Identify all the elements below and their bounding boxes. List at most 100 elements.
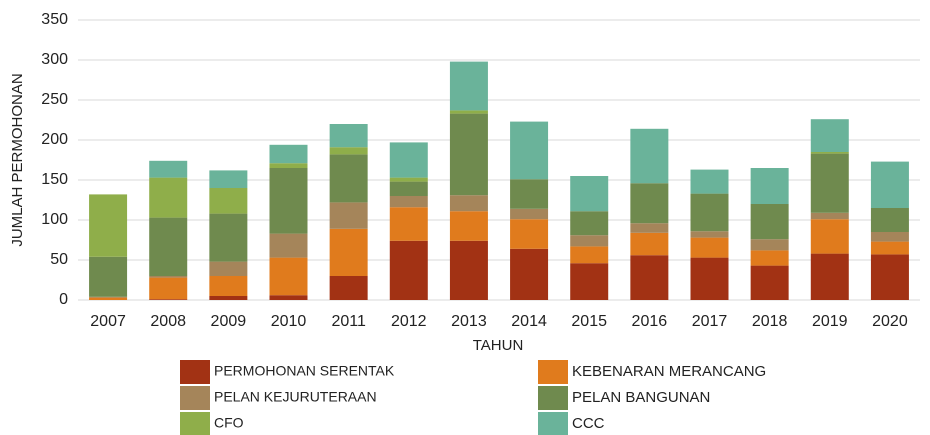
legend-swatch <box>538 412 568 435</box>
bar-segment <box>149 217 188 276</box>
bar-segment <box>510 208 549 220</box>
bar-segment <box>389 181 428 196</box>
bar-segment <box>750 168 789 204</box>
bar-segment <box>449 240 488 300</box>
legend-label: CFO <box>214 415 244 431</box>
bar-segment <box>570 246 609 264</box>
legend-label: PELAN KEJURUTERAAN <box>214 389 377 405</box>
bar-segment <box>870 254 909 300</box>
bar-segment <box>870 161 909 208</box>
bar-segment <box>389 207 428 241</box>
bar-segment <box>630 232 669 256</box>
x-tick-label: 2014 <box>511 313 547 330</box>
bar-segment <box>570 263 609 300</box>
bar-segment <box>810 119 849 152</box>
y-tick-label: 100 <box>41 211 68 228</box>
legend-label: KEBENARAN MERANCANG <box>572 363 766 380</box>
x-tick-label: 2012 <box>391 313 427 330</box>
bar-segment <box>209 261 248 276</box>
bar-segment <box>870 208 909 232</box>
bar-segment <box>329 154 368 203</box>
y-tick-label: 300 <box>41 51 68 68</box>
y-tick-label: 200 <box>41 131 68 148</box>
bar-segment <box>510 219 549 249</box>
bar-segment <box>269 168 308 234</box>
bar-segment <box>209 170 248 188</box>
bar-segment <box>810 212 849 220</box>
bar-segment <box>149 277 188 300</box>
bar-segment <box>389 240 428 300</box>
x-tick-label: 2013 <box>451 313 487 330</box>
bar-segment <box>89 194 128 257</box>
bar-segment <box>690 169 729 194</box>
y-tick-label: 350 <box>41 11 68 28</box>
legend-swatch <box>180 360 210 384</box>
bar-segment <box>570 235 609 247</box>
bar-segment <box>630 223 669 233</box>
bar-segment <box>209 213 248 262</box>
y-tick-label: 150 <box>41 171 68 188</box>
x-axis-title: TAHUN <box>473 337 524 354</box>
x-tick-label: 2017 <box>692 313 728 330</box>
bar-segment <box>89 296 128 298</box>
bar-segment <box>329 124 368 148</box>
bar-segment <box>750 265 789 300</box>
bar-segment <box>449 61 488 111</box>
y-axis-title: JUMLAH PERMOHONAN <box>9 73 26 246</box>
bar-segment <box>329 276 368 300</box>
bar-segment <box>510 248 549 300</box>
bar-segment <box>690 193 729 232</box>
bar-segment <box>750 239 789 251</box>
bar-segment <box>389 177 428 182</box>
y-tick-label: 50 <box>50 251 68 268</box>
bar-segment <box>570 211 609 236</box>
bar-segment <box>810 152 849 154</box>
bar-segment <box>149 299 188 300</box>
bar-segment <box>630 255 669 300</box>
bar-segment <box>389 196 428 208</box>
bar-segment <box>269 257 308 296</box>
bar-segment <box>570 176 609 212</box>
bar-segment <box>269 144 308 164</box>
bar-segment <box>449 211 488 241</box>
bar-segment <box>89 297 128 300</box>
y-tick-label: 0 <box>59 291 68 308</box>
bar-segment <box>329 228 368 276</box>
x-tick-label: 2010 <box>271 313 307 330</box>
bar-segment <box>630 128 669 184</box>
bar-segment <box>269 233 308 258</box>
x-tick-label: 2019 <box>812 313 848 330</box>
bar-segment <box>630 183 669 224</box>
bar-segment <box>510 121 549 180</box>
x-tick-label: 2018 <box>752 313 788 330</box>
bar-segment <box>329 202 368 229</box>
x-tick-label: 2016 <box>632 313 668 330</box>
x-tick-label: 2008 <box>150 313 186 330</box>
bar-segment <box>810 219 849 254</box>
legend-label: PERMOHONAN SERENTAK <box>214 363 395 379</box>
bar-segment <box>690 237 729 258</box>
bar-segment <box>449 110 488 114</box>
bar-segment <box>269 295 308 300</box>
bar-segment <box>510 179 549 209</box>
legend-swatch <box>538 360 568 384</box>
bar-segment <box>750 250 789 266</box>
legend-swatch <box>180 412 210 435</box>
bar-segment <box>209 296 248 300</box>
bar-segment <box>269 163 308 168</box>
bar-segment <box>149 160 188 178</box>
legend-swatch <box>538 386 568 410</box>
legend-label: PELAN BANGUNAN <box>572 389 710 406</box>
x-tick-label: 2015 <box>571 313 607 330</box>
bar-segment <box>209 276 248 296</box>
bar-segment <box>750 204 789 240</box>
bar-segment <box>810 153 849 213</box>
bar-segment <box>149 177 188 218</box>
x-tick-label: 2007 <box>90 313 126 330</box>
bar-segment <box>810 253 849 300</box>
legend-label: CCC <box>572 415 605 432</box>
bar-segment <box>149 276 188 278</box>
legend-swatch <box>180 386 210 410</box>
x-tick-label: 2011 <box>331 313 366 330</box>
